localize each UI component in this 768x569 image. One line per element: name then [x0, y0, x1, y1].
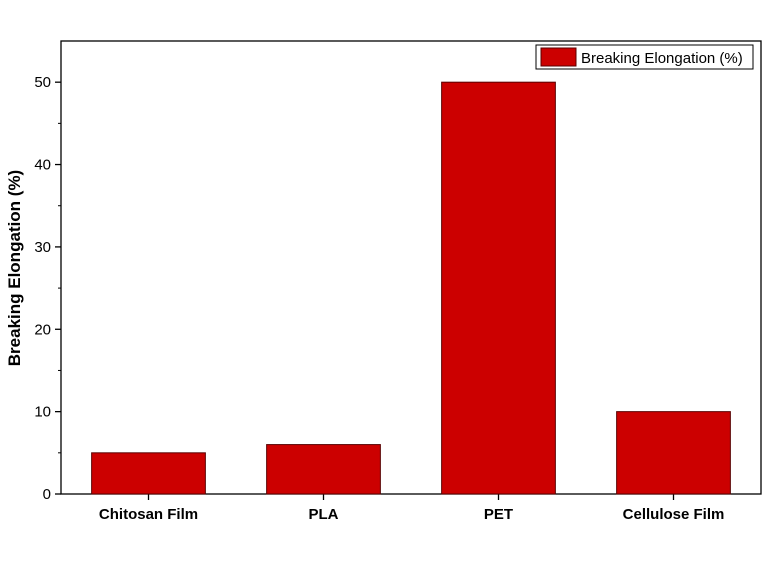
y-tick-label: 0	[43, 486, 51, 503]
x-tick-label: PET	[484, 506, 513, 523]
plot-frame	[60, 40, 762, 495]
x-tick-label: Cellulose Film	[623, 506, 725, 523]
bar	[91, 452, 206, 495]
y-axis-title: Breaking Elongation (%)	[5, 170, 24, 366]
legend-swatch	[540, 47, 577, 67]
x-axis-ticks: Chitosan Film PLA PET Cellulose Film	[99, 494, 724, 523]
y-tick-label: 50	[34, 74, 51, 91]
y-axis-ticks: 0 10 20 30 40 50	[34, 74, 61, 503]
x-tick-label: PLA	[309, 506, 339, 523]
bar	[441, 81, 556, 495]
bar	[616, 411, 731, 495]
legend: Breaking Elongation (%)	[535, 44, 754, 70]
x-tick-label: Chitosan Film	[99, 506, 198, 523]
y-tick-label: 40	[34, 157, 51, 174]
y-tick-label: 10	[34, 404, 51, 421]
y-tick-label: 20	[34, 321, 51, 338]
bars-group	[91, 81, 731, 495]
y-tick-label: 30	[34, 239, 51, 256]
bar	[266, 444, 381, 495]
legend-label: Breaking Elongation (%)	[581, 50, 743, 67]
plot-border	[60, 40, 762, 495]
